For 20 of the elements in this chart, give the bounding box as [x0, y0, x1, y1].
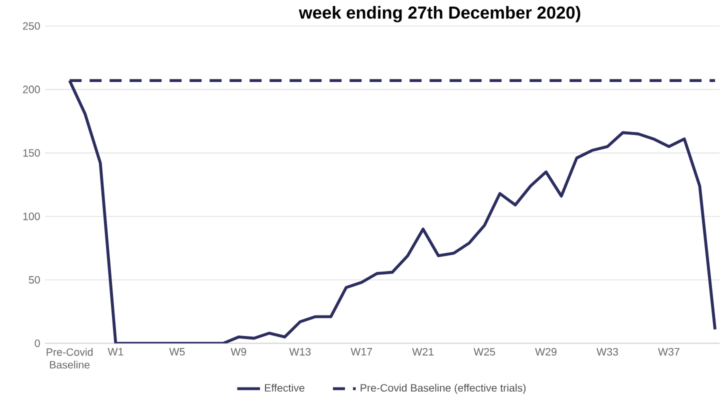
x-tick-label: W25	[474, 348, 496, 356]
x-tick-label: W33	[596, 348, 618, 356]
y-tick-label: 200	[23, 86, 40, 94]
legend-label: Effective	[265, 384, 304, 392]
x-tick-label: W21	[412, 348, 434, 356]
y-tick-label: 250	[23, 22, 40, 30]
x-tick-label: W29	[535, 348, 556, 356]
x-tick-label: W5	[169, 348, 185, 356]
x-tick-label: W9	[230, 348, 246, 356]
chart-title: week ending 27th December 2020)	[298, 6, 580, 22]
y-tick-label: 0	[34, 340, 40, 348]
x-tick-label: W17	[350, 348, 372, 356]
y-tick-label: 50	[28, 276, 40, 284]
y-tick-label: 150	[23, 149, 40, 157]
x-tick-label: Pre-Covid Baseline	[46, 348, 93, 369]
legend-label: Pre-Covid Baseline (effective trials)	[360, 384, 526, 394]
x-tick-label: W1	[108, 348, 124, 356]
x-tick-label: W37	[658, 348, 680, 356]
y-tick-label: 100	[23, 212, 40, 220]
x-tick-label: W13	[289, 348, 311, 356]
